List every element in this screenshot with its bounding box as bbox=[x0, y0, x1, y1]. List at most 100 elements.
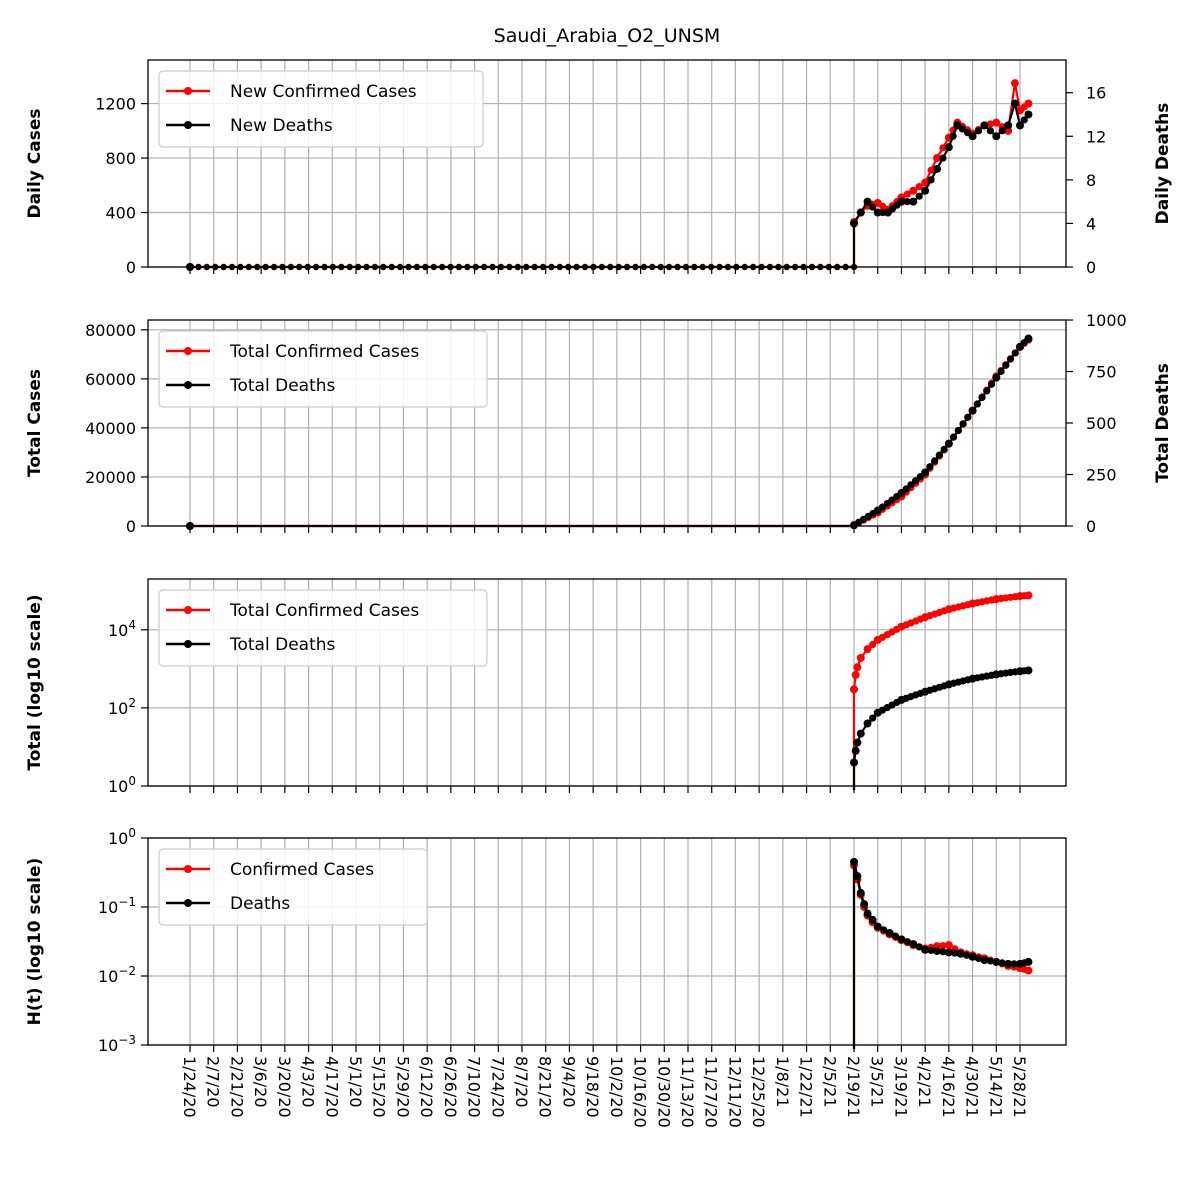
data-point-interp bbox=[954, 426, 962, 435]
y-right-tick-label: 4 bbox=[1086, 214, 1096, 233]
data-point bbox=[863, 909, 872, 918]
x-tick-label: 11/27/20 bbox=[702, 1056, 721, 1128]
data-point bbox=[853, 872, 862, 881]
data-point-interp bbox=[940, 607, 948, 615]
x-tick-label: 10/16/20 bbox=[631, 1056, 650, 1128]
data-point-interp bbox=[915, 192, 923, 200]
x-tick-label: 2/19/21 bbox=[844, 1056, 863, 1118]
data-point bbox=[1010, 79, 1019, 88]
y-tick-label: 100 bbox=[108, 774, 136, 796]
data-point-interp bbox=[1020, 667, 1028, 675]
data-point bbox=[856, 888, 865, 897]
data-point-interp bbox=[983, 387, 991, 395]
data-point bbox=[897, 935, 906, 944]
legend-swatch-marker bbox=[184, 865, 192, 873]
x-tick-label: 6/26/20 bbox=[441, 1056, 460, 1118]
plot-frame bbox=[147, 837, 1067, 1046]
plot-frame bbox=[147, 319, 1067, 527]
data-point bbox=[863, 197, 872, 206]
series-line-cases bbox=[852, 865, 1029, 1049]
plot-frame bbox=[147, 59, 1067, 268]
legend-swatch-marker bbox=[184, 606, 192, 614]
data-point-interp bbox=[1020, 339, 1028, 347]
data-point bbox=[873, 922, 882, 931]
y-right-tick-label: 8 bbox=[1086, 171, 1096, 190]
x-tick-label: 3/5/21 bbox=[868, 1056, 887, 1108]
x-tick-label: 10/30/20 bbox=[654, 1056, 673, 1128]
data-point-interp bbox=[1020, 592, 1028, 600]
data-point bbox=[921, 186, 930, 195]
data-point bbox=[868, 915, 877, 924]
y-axis-label-right: Daily Deaths bbox=[1153, 103, 1173, 225]
x-tick-label: 5/14/21 bbox=[986, 1056, 1005, 1118]
legend-label: Total Confirmed Cases bbox=[229, 601, 419, 621]
data-point-interp bbox=[893, 201, 901, 209]
data-point bbox=[850, 685, 858, 694]
data-point bbox=[968, 406, 977, 415]
series-line-deaths bbox=[852, 861, 1029, 1049]
data-point-interp bbox=[880, 926, 888, 934]
legend-label: New Confirmed Cases bbox=[230, 82, 417, 102]
data-point bbox=[944, 941, 953, 950]
data-point bbox=[856, 729, 865, 738]
data-point-interp bbox=[1010, 960, 1018, 968]
x-tick-label: 10/2/20 bbox=[607, 1056, 626, 1118]
y-axis-label: H(t) (log10 scale) bbox=[25, 858, 45, 1026]
data-point-interp bbox=[893, 698, 901, 707]
data-point bbox=[933, 154, 941, 163]
data-point-interp bbox=[926, 463, 934, 471]
panel-4: 10−3 10−2 10−1 100 H(t) (log10 scale) Confirm… bbox=[25, 826, 1067, 1055]
data-point bbox=[851, 746, 860, 755]
y-tick-label: 10−2 bbox=[98, 964, 136, 986]
series-group bbox=[850, 857, 1033, 1049]
legend-box bbox=[158, 848, 428, 926]
y-tick-label: 60000 bbox=[85, 370, 136, 389]
data-point-interp bbox=[902, 485, 910, 493]
data-point-interp bbox=[940, 445, 948, 453]
y-tick-label: 80000 bbox=[85, 321, 136, 340]
data-point-interp bbox=[916, 615, 925, 623]
data-point-interp bbox=[964, 601, 972, 609]
y-axis-label: Daily Cases bbox=[25, 109, 45, 219]
data-point-interp bbox=[998, 959, 1006, 967]
data-point bbox=[921, 178, 930, 187]
y-axis-label: Total (log10 scale) bbox=[25, 594, 45, 770]
x-tick-label: 5/29/20 bbox=[393, 1056, 412, 1118]
legend-box bbox=[158, 70, 484, 148]
y-tick-label: 0 bbox=[126, 517, 136, 536]
data-point bbox=[1024, 110, 1033, 119]
data-point-interp bbox=[879, 208, 887, 217]
data-point-interp bbox=[915, 943, 923, 951]
x-tick-label: 4/30/21 bbox=[963, 1056, 982, 1118]
data-point bbox=[853, 738, 862, 747]
y-right-tick-label: 12 bbox=[1086, 127, 1106, 146]
data-point bbox=[980, 956, 989, 965]
x-tick-label: 4/2/21 bbox=[915, 1056, 934, 1108]
legend-swatch-marker bbox=[184, 347, 192, 355]
y-tick-label: 10−1 bbox=[98, 895, 136, 917]
data-point-interp bbox=[916, 472, 925, 481]
data-point bbox=[885, 928, 894, 937]
data-point bbox=[1004, 121, 1013, 130]
data-point-interp bbox=[1011, 349, 1019, 357]
data-point-interp bbox=[869, 640, 877, 649]
data-point-interp bbox=[950, 433, 958, 441]
data-point bbox=[921, 945, 930, 954]
data-point bbox=[909, 186, 918, 195]
x-tick-label: 7/24/20 bbox=[488, 1056, 507, 1118]
x-tick-label: 3/6/20 bbox=[251, 1056, 270, 1108]
legend: Confirmed Cases Deaths bbox=[158, 848, 428, 926]
y-right-tick-label: 0 bbox=[1086, 258, 1096, 277]
y-axis-label: Total Cases bbox=[25, 369, 45, 477]
legend-label: Total Deaths bbox=[229, 376, 336, 396]
data-point-interp bbox=[940, 682, 948, 690]
data-point-interp bbox=[964, 676, 972, 684]
data-point-interp bbox=[1002, 361, 1010, 369]
legend-swatch-marker bbox=[184, 87, 192, 95]
data-point-interp bbox=[939, 154, 947, 162]
data-point bbox=[863, 719, 872, 728]
data-point-interp bbox=[974, 954, 983, 963]
x-tick-label: 4/16/21 bbox=[939, 1056, 958, 1118]
data-point-interp bbox=[986, 120, 994, 128]
